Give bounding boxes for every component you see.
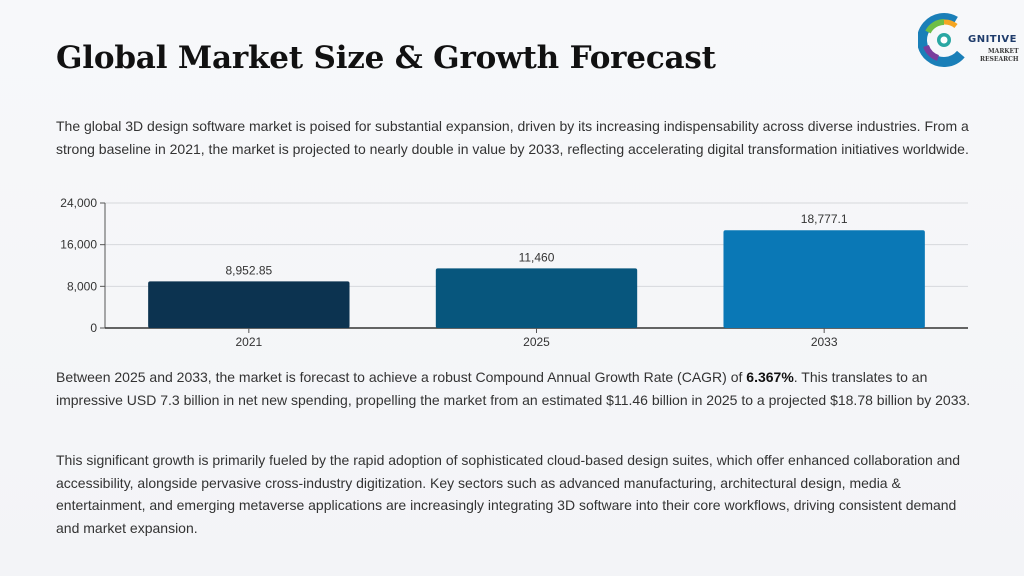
company-logo: GNITIVE MARKET RESEARCH [917, 12, 1019, 70]
bar-value-label: 11,460 [519, 250, 555, 264]
bar-2033 [723, 230, 925, 328]
drivers-paragraph: This significant growth is primarily fue… [56, 452, 961, 536]
x-tick-label: 2033 [811, 335, 838, 349]
page-title: Global Market Size & Growth Forecast [56, 40, 716, 76]
bar-value-label: 18,777.1 [801, 212, 848, 226]
y-tick-label: 24,000 [60, 196, 97, 210]
intro-paragraph: The global 3D design software market is … [56, 118, 969, 157]
y-tick-label: 16,000 [60, 238, 97, 252]
bar-2025 [435, 268, 638, 328]
cagr-value: 6.367% [746, 369, 794, 385]
growth-paragraph: Between 2025 and 2033, the market is for… [56, 369, 971, 408]
market-size-bar-chart: 0 8,000 16,000 24,000 8,952.85 2021 11,460 2025… [60, 196, 968, 349]
y-tick-label: 8,000 [67, 279, 97, 293]
x-tick-label: 2021 [235, 335, 262, 349]
logo-wordmark: GNITIVE [968, 34, 1017, 45]
bar-value-label: 8,952.85 [225, 263, 272, 277]
x-tick-label: 2025 [523, 335, 550, 349]
logo-c-icon [917, 13, 971, 67]
logo-subtitle: MARKET RESEARCH [980, 48, 1019, 63]
bar-2021 [148, 281, 350, 328]
y-tick-label: 0 [90, 321, 97, 335]
